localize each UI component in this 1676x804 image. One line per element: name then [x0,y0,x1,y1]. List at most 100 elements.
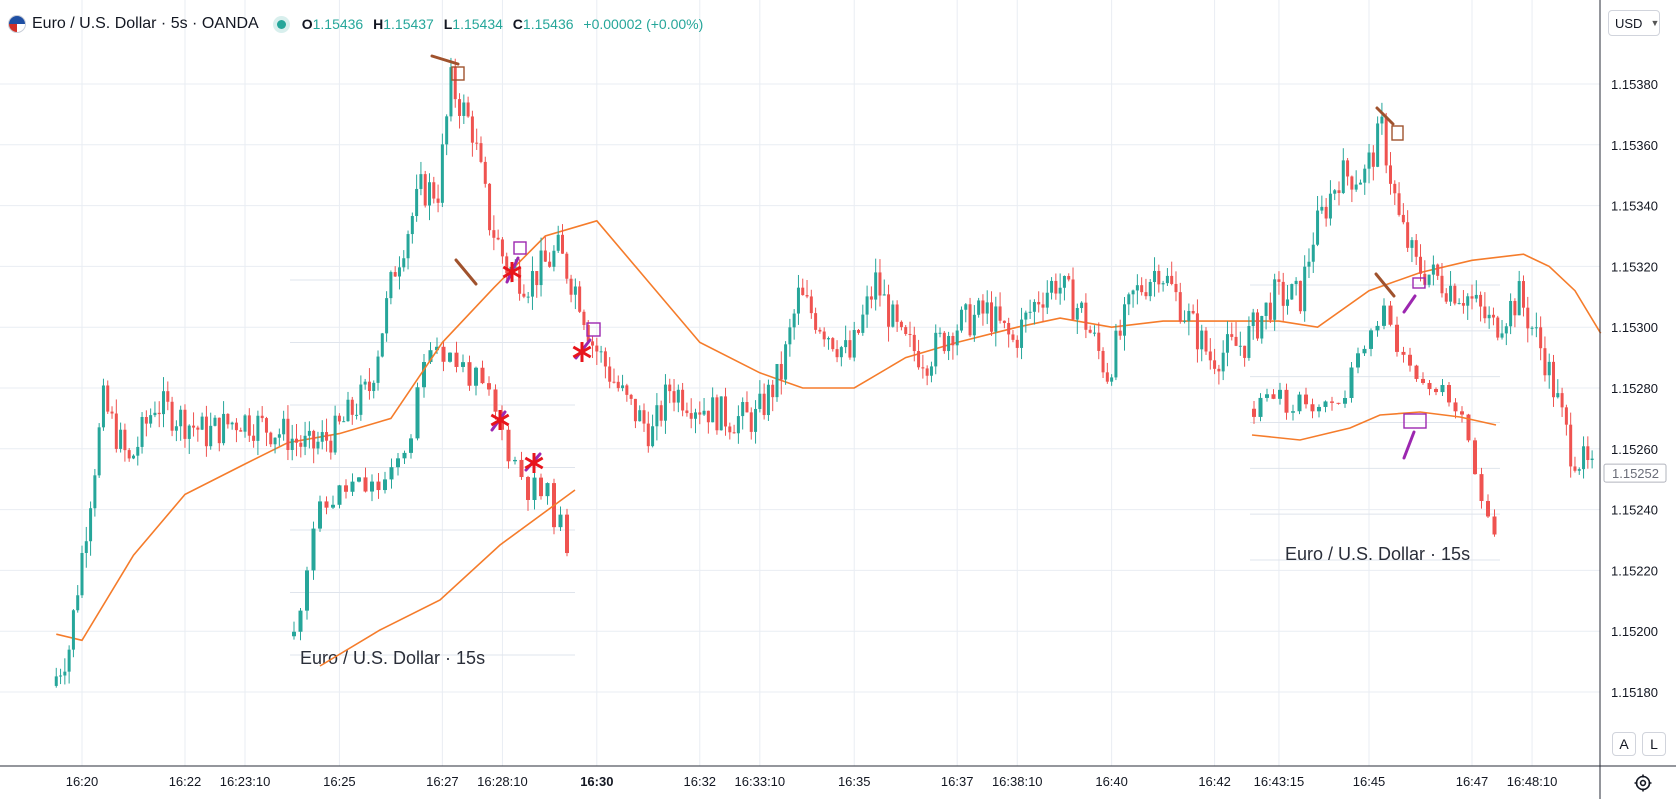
candle-body [453,67,457,100]
candle-body [1461,303,1465,306]
candle-body [500,239,504,257]
candle-body [1097,332,1101,351]
candle-body [346,399,350,422]
candle-body [1187,310,1191,321]
candle-body [329,440,333,453]
candle-body [835,349,839,358]
candle-body [131,455,135,459]
overlay-candle-body [539,477,543,497]
candle-body [1114,330,1118,378]
candle-body [1341,160,1345,194]
overlay-candle-body [396,458,400,468]
overlay-candle-body [1434,389,1438,393]
candle-body [681,389,685,411]
overlay-candle-body [1278,389,1282,399]
candle-body [397,267,401,277]
overlay-candle-body [305,570,309,611]
candle-body [1213,360,1217,369]
overlay-candle-body [1492,516,1497,535]
low-label: L [443,16,453,32]
overlay-candle-body [1297,394,1302,412]
currency-select[interactable]: USD ▼ [1608,10,1660,36]
candle-body [874,272,878,300]
overlay-candle-body [324,501,329,508]
chart-settings-button[interactable] [1630,770,1656,796]
candle-body [1427,274,1431,285]
overlay-candle-body [1388,305,1393,325]
overlay-candle-body [526,477,530,500]
candle-body [612,381,616,383]
candle-body [1560,393,1564,408]
candle-body [153,412,157,416]
candle-body [445,116,449,145]
candle-body [295,438,299,443]
candle-body [869,296,873,300]
overlay-candle-body [370,481,374,492]
candle-body [1500,333,1504,338]
candle-body [234,422,238,431]
open-value: 1.15436 [312,16,364,32]
candle-body [586,324,590,342]
overlay-candle-body [428,350,433,363]
candle-body [209,425,213,447]
candle-body [355,414,359,416]
high-value: 1.15437 [383,16,434,32]
symbol-title[interactable]: Euro / U.S. Dollar · 5s · OANDA [32,15,259,32]
candle-body [1328,193,1332,219]
overlay-candle-body [383,479,387,491]
x-tick-label: 16:38:10 [992,774,1043,789]
candle-body [848,340,852,358]
candle-body [1144,292,1148,297]
overlay-candle-body [1453,402,1458,412]
candle-body [599,351,603,353]
candle-body [1195,313,1199,350]
x-tick-label: 16:20 [66,774,99,789]
candle-body [1015,339,1019,348]
candle-body [475,142,479,144]
candle-body [526,296,530,298]
candle-body [1110,377,1114,382]
auto-scale-button[interactable]: A [1612,732,1636,756]
candle-body [1286,299,1290,306]
x-tick-label: 16:33:10 [735,774,786,789]
candle-body [706,410,710,423]
candle-body [76,595,80,611]
candle-body [462,102,466,116]
candle-body [1371,152,1375,167]
overlay-candle-body [461,362,465,367]
candle-body [942,332,946,352]
candle-body [762,393,766,416]
candle-body [1204,330,1208,352]
candle-body [1170,275,1174,284]
candle-body [771,384,775,398]
candle-body [938,332,942,334]
x-tick-label: 16:48:10 [1507,774,1558,789]
candle-body [951,335,955,346]
candle-body [543,250,547,262]
candle-body [432,182,436,199]
candle-body [1543,348,1547,376]
candle-body [1354,184,1358,190]
candle-body [290,438,294,450]
candle-body [1200,330,1204,350]
star-stroke [572,345,592,359]
candle-body [934,332,938,367]
candle-body [1123,304,1126,336]
x-tick-label: 16:43:15 [1254,774,1305,789]
candle-body [805,295,809,297]
candle-body [1526,307,1530,329]
candle-body [449,67,453,117]
candle-body [955,330,959,346]
candle-body [1032,301,1036,312]
overlay-candle-body [344,485,348,492]
log-scale-button[interactable]: L [1642,732,1666,756]
candle-body [1131,290,1135,295]
candle-body [359,384,363,415]
overlay-candle-body [532,477,537,500]
candle-body [921,367,925,369]
candle-body [166,391,170,402]
candle-body [423,174,427,206]
candle-body [1410,240,1414,248]
